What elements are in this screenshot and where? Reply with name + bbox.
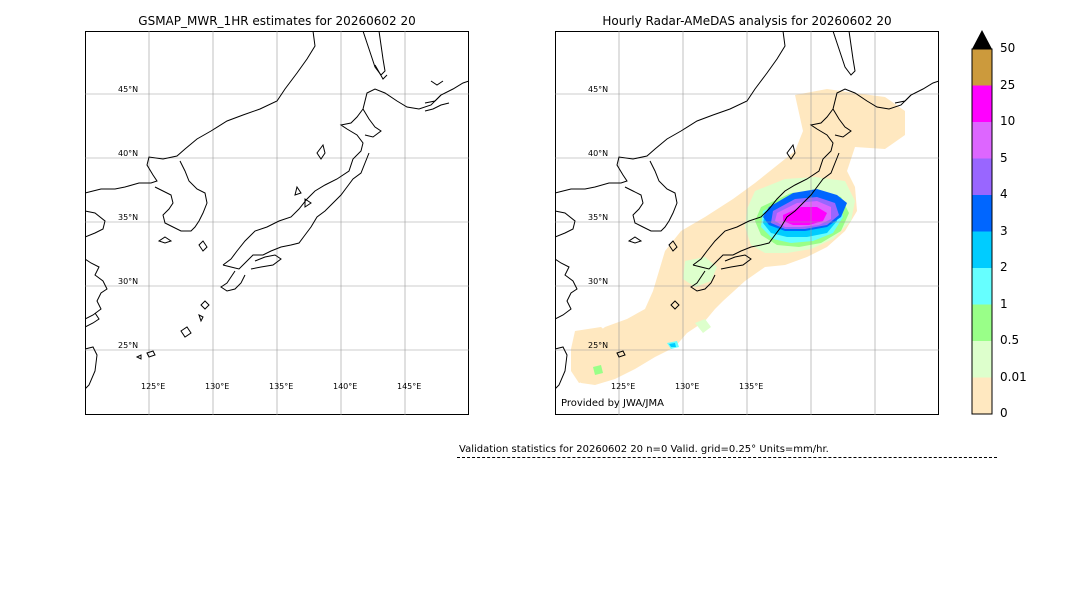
colorbar-block — [972, 195, 992, 232]
left-lon-label-135: 135°E — [269, 382, 294, 391]
left-lat-label-30: 30°N — [118, 277, 139, 286]
stats-underline — [457, 457, 997, 458]
colorbar-tick-label: 3 — [1000, 223, 1008, 238]
colorbar-tick-label: 0 — [1000, 406, 1008, 420]
left-lon-label-130: 130°E — [205, 382, 230, 391]
right-lon-label-125: 125°E — [611, 382, 636, 391]
colorbar-block — [972, 158, 992, 195]
data-credit: Provided by JWA/JMA — [561, 398, 664, 409]
colorbar-block — [972, 231, 992, 268]
left-lon-label-140: 140°E — [333, 382, 358, 391]
colorbar-tick-label: 1 — [1000, 296, 1008, 311]
colorbar-block — [972, 377, 992, 414]
right-lat-label-25: 25°N — [588, 341, 609, 350]
left-lat-label-35: 35°N — [118, 213, 139, 222]
right-lat-label-35: 35°N — [588, 213, 609, 222]
right-lon-label-135: 135°E — [739, 382, 764, 391]
left-lon-label-145: 145°E — [397, 382, 422, 391]
right-map-title: Hourly Radar-AMeDAS analysis for 2026060… — [602, 14, 892, 28]
colorbar-tick-label: 0.01 — [1000, 369, 1027, 384]
right-lon-label-130: 130°E — [675, 382, 700, 391]
right-map — [555, 31, 939, 415]
left-map-coastlines — [85, 31, 469, 390]
colorbar-tick-label: 0.5 — [1000, 333, 1020, 347]
colorbar-block — [972, 49, 992, 86]
right-lat-label-45: 45°N — [588, 85, 609, 94]
left-lat-label-25: 25°N — [118, 341, 139, 350]
colorbar-extend-triangle — [972, 30, 992, 49]
colorbar-tick-label: 25 — [1000, 77, 1016, 92]
right-map-coastlines — [555, 31, 939, 390]
colorbar-tick-label: 50 — [1000, 41, 1016, 55]
colorbar-tick-label: 10 — [1000, 114, 1016, 128]
colorbar-block — [972, 341, 992, 378]
colorbar-block — [972, 85, 992, 122]
validation-stats: Validation statistics for 20260602 20 n=… — [459, 444, 829, 455]
right-lat-label-30: 30°N — [588, 277, 609, 286]
right-map-gridlines — [555, 31, 939, 415]
colorbar-tick-label: 4 — [1000, 187, 1008, 201]
left-lat-label-45: 45°N — [118, 85, 139, 94]
colorbar — [971, 30, 993, 415]
colorbar-tick-label: 5 — [1000, 150, 1008, 165]
colorbar-block — [972, 122, 992, 159]
left-map-title: GSMAP_MWR_1HR estimates for 20260602 20 — [138, 14, 416, 28]
colorbar-block — [972, 304, 992, 341]
left-map — [85, 31, 469, 415]
right-lat-label-40: 40°N — [588, 149, 609, 158]
precipitation-field — [571, 89, 905, 385]
colorbar-tick-label: 2 — [1000, 260, 1008, 274]
colorbar-block — [972, 268, 992, 305]
left-lat-label-40: 40°N — [118, 149, 139, 158]
left-lon-label-125: 125°E — [141, 382, 166, 391]
